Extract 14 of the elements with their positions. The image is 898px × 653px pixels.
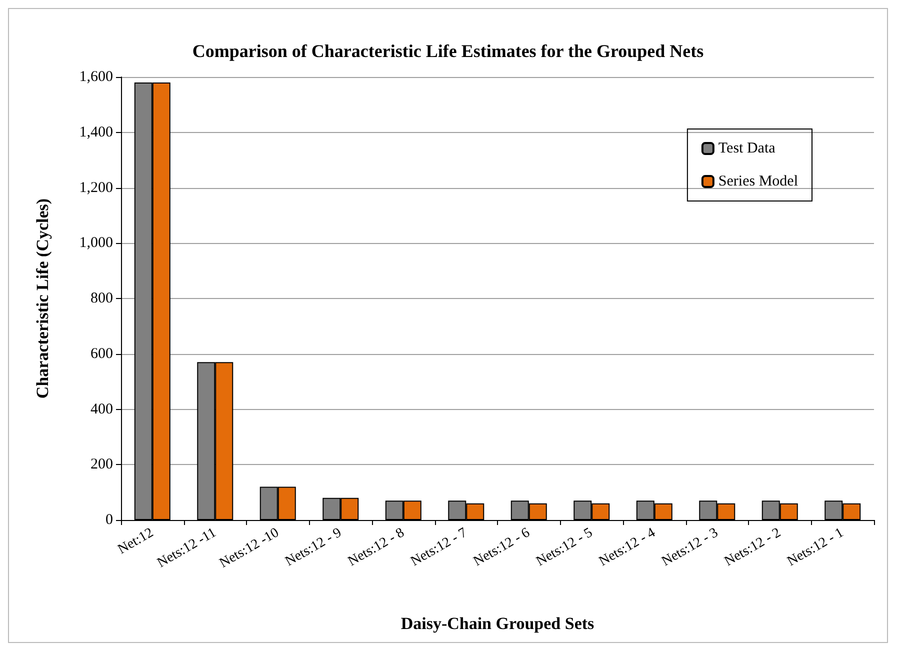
y-tick-label: 800 (90, 290, 113, 306)
legend-label: Series Model (718, 174, 798, 190)
legend-label: Test Data (718, 140, 776, 156)
y-tick-label: 1,000 (79, 235, 113, 252)
y-tick-label: 0 (106, 512, 113, 528)
y-tick-label: 1,200 (79, 180, 113, 196)
x-axis-title: Daisy-Chain Grouped Sets (400, 614, 595, 633)
y-tick-label: 600 (90, 346, 113, 362)
y-tick-label: 400 (90, 401, 113, 418)
chart-title: Comparison of Characteristic Life Estimates for the Grouped Nets (192, 41, 704, 61)
y-axis-title: Characteristic Life (Cycles) (33, 198, 52, 399)
y-tick-label: 1,400 (79, 124, 113, 140)
y-tick-label: 200 (90, 456, 113, 473)
y-tick-label: 1,600 (79, 69, 113, 85)
